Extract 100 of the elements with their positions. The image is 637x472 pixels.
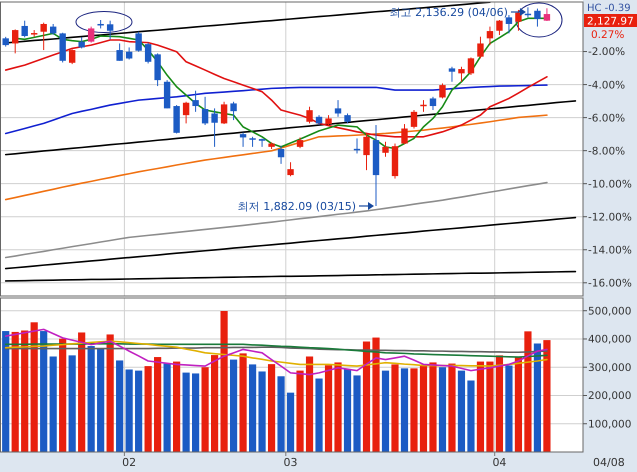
bar <box>201 367 209 452</box>
y-tick-label: -6.00% <box>588 112 626 124</box>
candlestick <box>21 20 28 38</box>
y-tick-label: -8.00% <box>588 145 626 158</box>
candlestick <box>220 101 228 125</box>
bar <box>315 378 323 452</box>
bar <box>116 360 124 452</box>
candlestick <box>296 136 304 149</box>
bar <box>12 332 19 452</box>
bar <box>230 360 238 452</box>
candlestick <box>230 101 237 121</box>
candlestick <box>88 26 94 44</box>
x-tick-label: 03 <box>284 456 298 469</box>
bar <box>410 368 418 452</box>
candlestick <box>2 36 9 48</box>
line-series <box>4 84 548 134</box>
y-tick-label: 300,000 <box>588 362 632 374</box>
bar <box>505 366 513 452</box>
bar <box>40 331 48 452</box>
bar <box>268 364 276 452</box>
candlestick <box>410 110 418 130</box>
candlestick <box>486 26 494 46</box>
candlestick <box>334 100 342 118</box>
bar <box>514 357 522 452</box>
x-tick-label: 02 <box>122 456 136 469</box>
bar <box>476 362 484 452</box>
x-tick-label: 04 <box>492 456 506 469</box>
bar <box>496 355 504 452</box>
candlestick <box>401 124 408 145</box>
bar <box>438 367 446 452</box>
text: HC -0.39 <box>587 3 631 14</box>
candlestick <box>192 90 199 112</box>
bar <box>391 364 399 452</box>
candlestick <box>515 9 522 32</box>
bar <box>88 346 95 452</box>
candlestick <box>211 108 218 148</box>
bar <box>182 372 190 452</box>
candlestick <box>202 96 208 126</box>
line-series <box>4 340 548 367</box>
bar <box>97 348 104 452</box>
text: 2,127.97 <box>587 16 634 28</box>
candlestick <box>116 42 123 62</box>
bar <box>372 338 380 452</box>
line-series <box>4 342 548 358</box>
bar <box>50 356 57 452</box>
y-tick-label: -14.00% <box>588 244 632 256</box>
bar <box>154 357 162 452</box>
candlestick <box>106 20 114 40</box>
candlestick <box>40 22 47 51</box>
annotation: 최저 1,882.09 (03/15) <box>238 200 356 213</box>
candlestick <box>544 8 550 22</box>
bar <box>220 311 228 452</box>
bar <box>106 334 114 452</box>
bar <box>59 338 66 452</box>
bar <box>448 364 456 452</box>
text: 04/08 <box>593 456 625 469</box>
candlestick <box>534 8 541 28</box>
bar <box>144 366 152 452</box>
bar <box>164 364 171 452</box>
bar <box>126 369 133 452</box>
candlestick <box>458 66 465 82</box>
candlestick <box>468 56 474 76</box>
bar <box>277 376 285 452</box>
bar <box>344 369 352 452</box>
candlestick <box>506 14 512 34</box>
line-series <box>4 114 548 200</box>
candlestick <box>249 136 256 148</box>
candlestick <box>354 138 360 154</box>
candlestick <box>306 106 313 124</box>
candlestick <box>12 28 18 54</box>
line-series <box>4 182 548 258</box>
bar <box>78 332 86 452</box>
candlestick <box>430 96 436 111</box>
candlestick <box>363 132 370 171</box>
bar <box>30 322 38 452</box>
y-tick-label: 500,000 <box>588 305 632 318</box>
candlestick <box>439 82 446 99</box>
bar <box>135 370 142 452</box>
bar <box>2 331 10 452</box>
candlestick <box>126 46 132 60</box>
candlestick <box>316 114 322 126</box>
text: 0.27% <box>591 29 624 41</box>
y-tick-label: -10.00% <box>588 178 632 190</box>
y-tick-label: -12.00% <box>588 211 632 224</box>
y-tick-label: 400,000 <box>588 334 632 346</box>
bar <box>210 355 218 452</box>
bar <box>286 392 294 452</box>
bar <box>382 370 390 452</box>
bar <box>524 331 532 452</box>
bar <box>324 365 332 452</box>
candlestick <box>50 23 56 36</box>
line-series <box>4 100 576 156</box>
bar <box>353 375 361 452</box>
candlestick <box>78 36 85 49</box>
candlestick <box>496 20 503 36</box>
y-tick-label: -4.00% <box>588 79 626 92</box>
candlestick <box>344 112 351 124</box>
bar <box>21 330 28 452</box>
bar <box>420 366 428 452</box>
candlestick <box>524 6 532 18</box>
